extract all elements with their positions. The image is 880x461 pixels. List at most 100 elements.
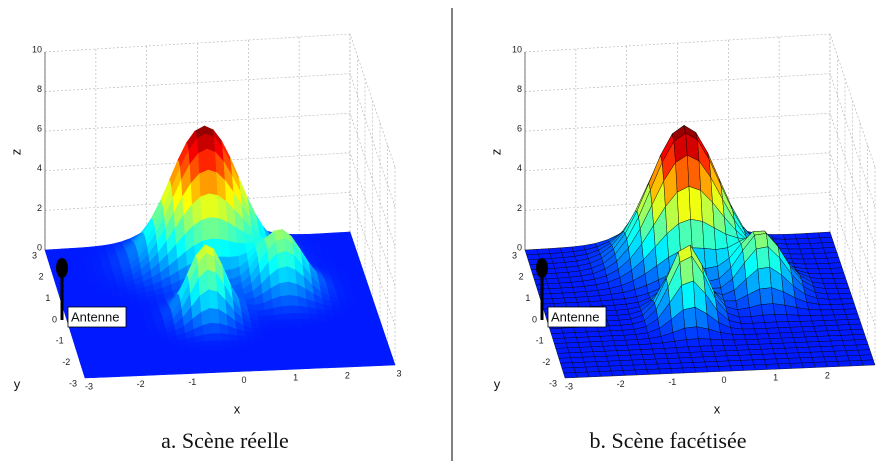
surface-facet [311,322,322,328]
surface-facet [815,330,830,337]
surface-facet [688,186,703,222]
surface-facet [223,349,235,354]
wall-grid [44,112,396,247]
z-axis-label: z [488,149,503,156]
surface-facet [597,365,612,372]
surface-facet [302,323,314,329]
surface-facet [335,318,347,323]
x-tick-label: -2 [137,379,145,389]
wall-grid [524,73,876,207]
surface-facet [376,361,387,367]
surface-facet [840,334,855,341]
surface-facet [754,328,769,335]
surface-facet [340,306,352,312]
surface-facet [247,340,258,346]
surface-facet [843,308,858,315]
surface-facet [583,361,598,368]
surface-facet [301,318,312,325]
surface-facet [774,353,789,360]
surface-facet [730,365,745,372]
surface-facet [760,348,775,355]
surface-facet [813,252,828,259]
surface-facet [740,323,755,330]
surface-facet [341,283,353,289]
surface-facet [298,364,310,370]
surface-facet [814,257,829,265]
surface-facet [826,330,842,337]
surface-facet [550,292,565,299]
surface-facet [741,364,757,371]
surface-facet [319,244,330,249]
surface-facet [345,269,356,274]
surface-facet [836,288,852,295]
surface-facet [587,371,602,378]
y-tick-label: -1 [536,336,544,346]
surface-facet [355,298,366,304]
surface-facet [117,372,129,377]
surface-facet [759,287,774,305]
surface-facet [267,320,278,326]
surface-facet [833,350,848,357]
surface-facet [844,344,859,351]
annotation: Antenne [71,309,119,324]
surface-facet [711,345,726,352]
surface-facet [315,259,327,264]
surface-facet [372,350,384,355]
surface-facet [752,322,767,330]
surface-facet [290,305,301,314]
surface-facet [838,293,853,300]
surface-facet [854,339,869,346]
surface-facet [265,314,277,322]
x-tick-label: -3 [565,381,573,391]
surface-facet [706,366,721,373]
surface-facet [736,349,752,356]
surface-facet [698,338,713,347]
surface-facet [743,333,758,340]
surface-facet [813,325,828,332]
surface-facet [303,327,315,332]
surface-facet [257,315,268,322]
surface-facet [799,320,814,327]
surface-facet [333,310,344,316]
surface-facet [709,338,724,347]
z-tick-label: 6 [37,124,42,134]
surface-facet [246,336,257,342]
surface-facet [352,291,364,296]
surface-facet [575,371,590,378]
surface-facet [732,334,747,341]
surface-facet [786,314,801,322]
surface-facet [339,355,350,361]
surface-facet [738,316,753,324]
surface-facet [312,248,323,253]
surface-facet [625,339,640,346]
surface-facet [714,355,729,362]
surface-facet [169,370,181,375]
surface-facet [559,282,573,289]
surface-facet [840,298,855,305]
surface-facet [568,352,583,358]
surface-facet [641,353,656,360]
surface-facet [619,359,634,366]
surface-facet [198,148,209,175]
surface-facet [382,353,393,359]
surface-facet [215,349,226,355]
y-tick-label: 3 [32,250,37,260]
surface-facet [702,356,718,363]
surface-facet [764,321,779,329]
surface-facet [291,313,303,320]
surface-facet [776,321,791,328]
surface-facet [733,339,748,346]
x-tick-label: 2 [345,371,350,381]
surface-facet [701,351,716,358]
surface-facet [367,361,379,367]
surface-facet [682,367,697,374]
surface-facet [823,319,838,326]
surface-facet [633,364,648,371]
surface-facet [589,341,604,348]
surface-facet [787,357,803,364]
surface-facet [801,326,816,333]
surface-facet [324,258,335,264]
surface-facet [833,277,848,284]
surface-facet [816,335,831,342]
z-axis-label: z [8,149,23,156]
